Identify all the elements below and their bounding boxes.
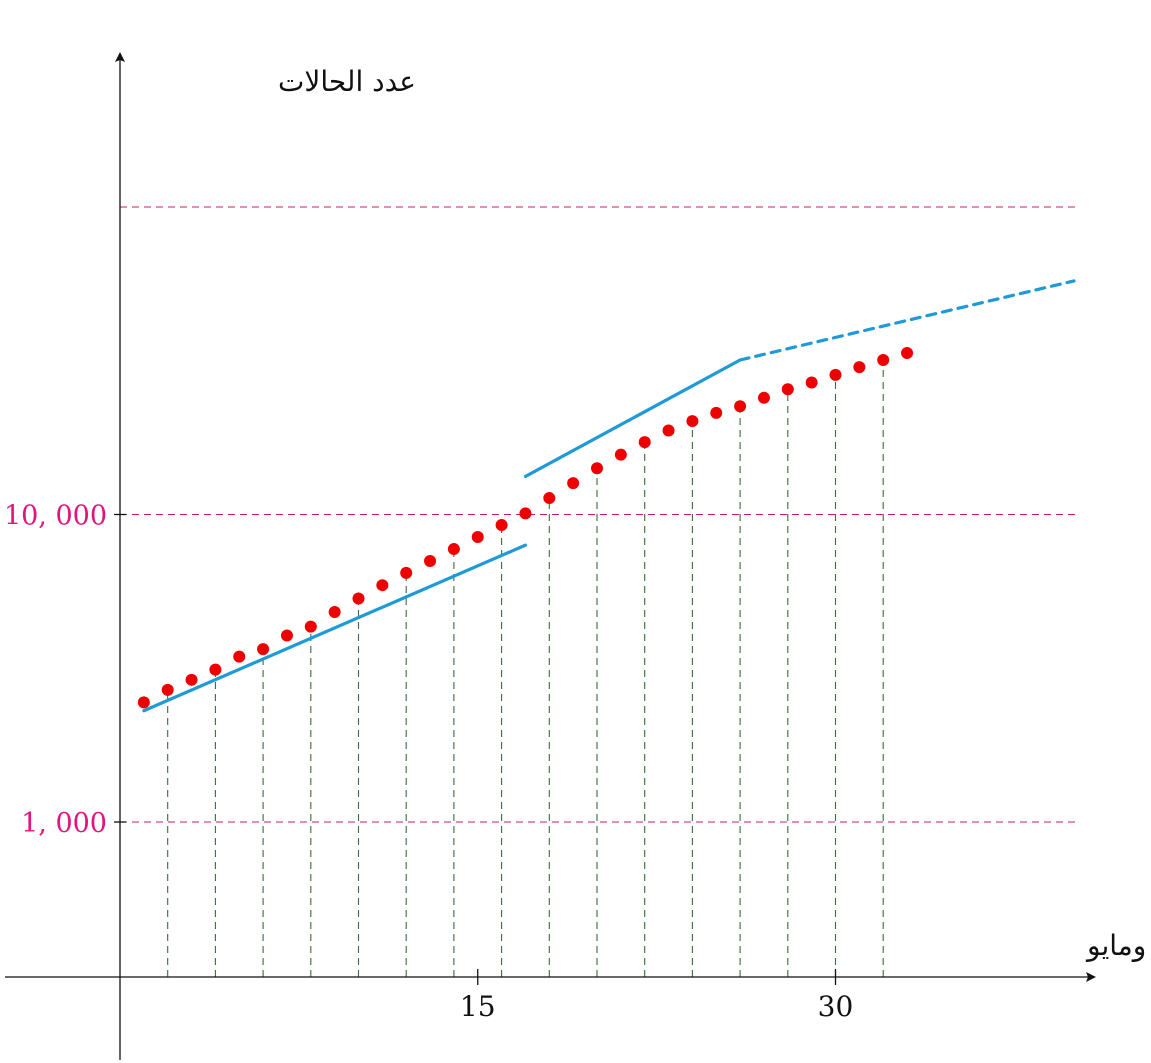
data-point [591, 462, 603, 475]
fit-lines [142, 279, 1076, 713]
data-point [328, 605, 341, 618]
x-ticks: 15 30 [460, 969, 853, 1023]
data-point [757, 391, 770, 404]
data-point [662, 424, 675, 437]
data-point [280, 629, 293, 642]
data-point [209, 663, 222, 676]
data-point [471, 530, 484, 543]
data-point [304, 620, 317, 633]
data-point [781, 383, 794, 396]
data-point [519, 507, 532, 520]
axes [5, 52, 1096, 1060]
data-point [734, 400, 747, 413]
data-point [567, 477, 580, 490]
data-point [233, 650, 246, 663]
x-axis-label: إبريل ومايو [1085, 929, 1151, 962]
data-point [376, 579, 389, 592]
data-point [877, 353, 890, 366]
data-point [185, 673, 198, 686]
horizontal-gridlines [120, 206, 1076, 823]
x-tick-label: 15 [460, 990, 496, 1023]
data-point [137, 696, 150, 709]
data-point [853, 361, 866, 374]
vertical-gridlines [167, 359, 884, 977]
data-point [829, 368, 842, 381]
data-point [495, 519, 508, 532]
fit-line-2 [523, 358, 742, 479]
data-point [257, 643, 270, 656]
data-point [424, 554, 437, 567]
data-point [161, 683, 174, 696]
data-point [901, 347, 914, 360]
y-ticks: 1, 000 10, 000 [4, 501, 126, 839]
data-point [614, 448, 627, 461]
x-axis-arrowhead [1086, 972, 1096, 982]
fit-line-1 [142, 543, 528, 713]
y-axis-arrowhead [115, 52, 125, 62]
y-axis-label: عدد الحالات [278, 65, 416, 98]
data-point [805, 376, 818, 389]
y-tick-label: 1, 000 [21, 808, 107, 839]
fit-line-3 [738, 279, 1076, 362]
data-point [710, 406, 723, 419]
data-point [447, 543, 460, 556]
y-tick-label: 10, 000 [4, 501, 107, 532]
x-tick-label: 30 [818, 990, 854, 1023]
data-point [400, 566, 413, 579]
data-point [352, 592, 365, 605]
data-point [638, 436, 651, 449]
data-points [137, 347, 914, 709]
data-point [686, 415, 699, 428]
data-point [543, 492, 556, 505]
